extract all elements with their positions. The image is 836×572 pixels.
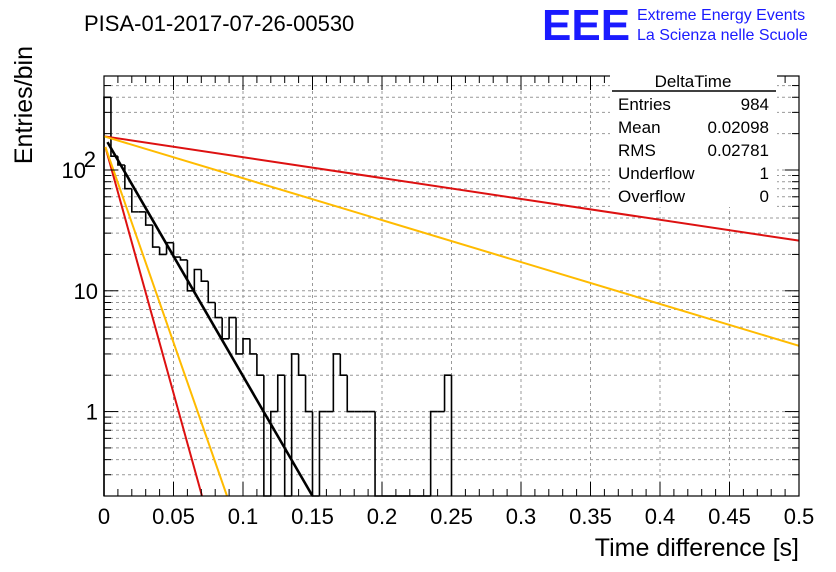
histogram-bin: [429, 410, 438, 496]
stats-box: DeltaTime Entries 984 Mean 0.02098 RMS 0…: [610, 71, 777, 207]
histogram-bin: [228, 316, 237, 339]
x-tick-label: 0.05: [152, 504, 195, 529]
stats-box-background: [610, 71, 777, 207]
stats-value-entries: 984: [741, 95, 769, 114]
histogram-bin: [374, 411, 382, 497]
stats-label-underflow: Underflow: [618, 164, 695, 183]
histogram-bin: [290, 353, 299, 496]
x-tick-label: 0.35: [569, 504, 612, 529]
histogram-bin: [283, 375, 292, 497]
x-tick-label: 0.1: [228, 504, 259, 529]
x-tick-label: 0: [98, 504, 110, 529]
histogram-bin: [214, 302, 223, 319]
histogram-bin: [193, 268, 202, 291]
histogram-bin: [256, 353, 264, 377]
x-tick-labels: 0 0.05 0.1 0.15 0.2 0.25 0.3 0.35 0.4 0.45 0.5: [98, 504, 814, 529]
stats-label-rms: RMS: [618, 141, 656, 160]
eee-logo: EEE: [542, 1, 630, 50]
histogram-bin: [200, 269, 209, 283]
histogram-bin: [249, 338, 257, 355]
stats-value-mean: 0.02098: [708, 118, 769, 137]
stats-value-overflow: 0: [760, 187, 769, 206]
histogram-bin: [242, 338, 250, 354]
y-tick-label: 10: [74, 279, 98, 304]
histogram-bin: [221, 317, 230, 340]
stats-value-rms: 0.02781: [708, 141, 769, 160]
histogram-bin: [263, 375, 271, 497]
axis-ticks: [103, 76, 800, 496]
curve-line: [106, 141, 314, 497]
curve-line: [104, 146, 203, 497]
histogram-bin: [151, 225, 160, 248]
logo-line-2: La Scienza nelle Scuole: [637, 27, 808, 44]
histogram-bin: [179, 257, 188, 261]
histogram-bin: [346, 375, 355, 413]
x-tick-label: 0.15: [291, 504, 334, 529]
histogram-bin: [297, 353, 306, 377]
histogram-bin: [332, 353, 341, 412]
y-tick-label: 10: [62, 158, 86, 183]
histogram-bin: [443, 374, 452, 412]
histogram-bin: [304, 375, 313, 413]
histogram-bin: [131, 188, 139, 213]
fit-curves: [103, 135, 800, 497]
stats-label-mean: Mean: [618, 118, 661, 137]
histogram-bin: [270, 410, 278, 496]
histogram-bin: [235, 317, 243, 355]
histogram-bin: [318, 410, 327, 496]
stats-value-underflow: 1: [760, 164, 769, 183]
logo-line-1: Extreme Energy Events: [637, 7, 805, 24]
histogram-bin: [339, 353, 348, 377]
stats-label-overflow: Overflow: [618, 187, 686, 206]
curve-line: [103, 135, 800, 347]
x-tick-label: 0.45: [708, 504, 751, 529]
x-tick-label: 0.25: [430, 504, 473, 529]
y-axis-title: Entries/bin: [10, 46, 38, 164]
curve-line: [103, 135, 800, 242]
curve-line: [104, 146, 228, 497]
stats-title: DeltaTime: [655, 72, 732, 91]
y-tick-label: 1: [86, 400, 98, 425]
stats-label-entries: Entries: [618, 95, 671, 114]
x-tick-label: 0.3: [506, 504, 537, 529]
histogram-bin: [158, 247, 167, 256]
histogram-bin: [276, 374, 285, 412]
histogram-bin: [144, 211, 153, 226]
histogram-bin: [311, 411, 320, 497]
y-tick-label-exponent: 2: [84, 147, 96, 172]
x-axis-title: Time difference [s]: [595, 534, 799, 562]
run-title: PISA-01-2017-07-26-00530: [84, 11, 354, 36]
x-tick-label: 0.2: [367, 504, 398, 529]
x-tick-label: 0.5: [784, 504, 815, 529]
histogram-bin: [186, 259, 195, 292]
x-tick-label: 0.4: [645, 504, 676, 529]
histogram-bin: [207, 281, 216, 304]
histogram-bin: [172, 242, 181, 258]
